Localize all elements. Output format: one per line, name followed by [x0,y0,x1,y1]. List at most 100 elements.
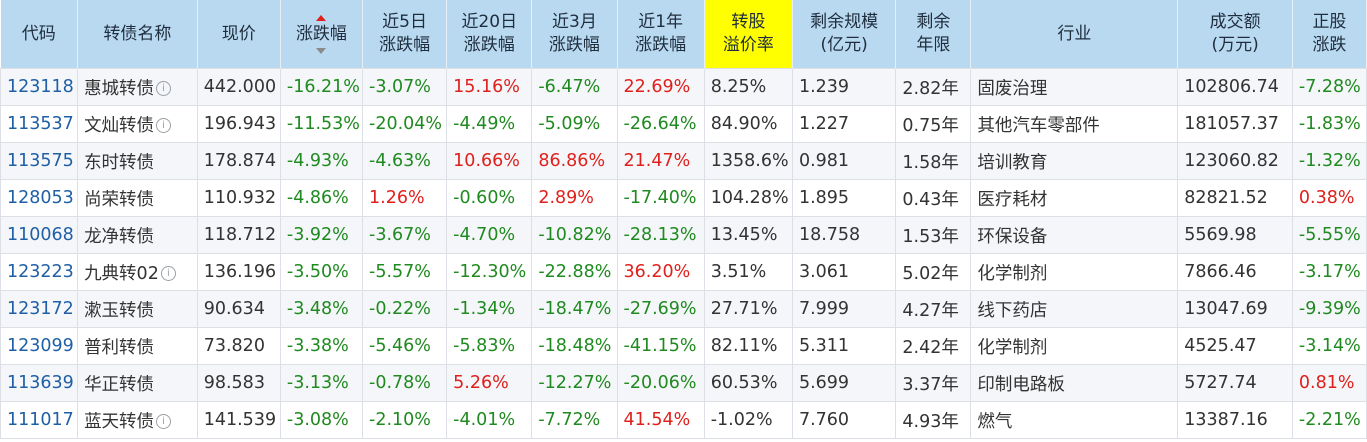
cell-code[interactable]: 113575 [0,142,79,180]
info-icon[interactable]: i [156,118,172,133]
term-value: 0.75年 [902,115,959,136]
scale-value: 1.239 [798,77,850,97]
chg3m-value: -6.47% [538,77,601,97]
chg1y-value: -17.40% [623,188,697,208]
scale-value: 5.699 [798,373,850,393]
header-volume[interactable]: 成交额 (万元) [1177,0,1293,69]
header-price[interactable]: 现价 [197,0,281,69]
cell-stock: -5.55% [1291,216,1367,254]
cell-chg20d: -4.70% [446,216,533,254]
chg3m-value: -18.48% [538,336,612,356]
name-value: 龙净转债 [84,226,155,247]
table-row[interactable]: 128053 尚荣转债 110.932 -4.86% 1.26% -0.60% 2.89% -… [0,179,1367,217]
name-value: 文灿转债 [84,115,155,136]
cell-code[interactable]: 123223 [0,253,79,291]
header-name[interactable]: 转债名称 [77,0,198,69]
chg1y-value: -20.06% [623,373,697,393]
cell-chg3m: -7.72% [531,401,618,439]
cell-chg1y: 36.20% [616,253,705,291]
cell-code[interactable]: 113639 [0,364,79,402]
cell-industry: 化学制剂 [970,253,1179,291]
cell-name[interactable]: 蓝天转债 i [77,401,198,439]
info-icon[interactable]: i [156,414,172,429]
volume-value: 123060.82 [1184,151,1279,171]
cell-name[interactable]: 华正转债 [77,364,198,402]
cell-name[interactable]: 尚荣转债 [77,179,198,217]
table-row[interactable]: 113639 华正转债 98.583 -3.13% -0.78% 5.26% -12.27%… [0,364,1367,402]
cell-volume: 82821.52 [1177,179,1293,217]
price-value: 98.583 [203,373,265,393]
cell-name[interactable]: 九典转02 i [77,253,198,291]
industry-value: 化学制剂 [977,263,1048,284]
cell-chg20d: 5.26% [446,364,533,402]
header-term[interactable]: 剩余 年限 [895,0,972,69]
cell-scale: 1.895 [791,179,897,217]
volume-value: 5727.74 [1184,373,1257,393]
sort-indicator: 涨跌幅 [296,14,347,54]
premium-value: 27.71% [710,299,778,319]
cell-scale: 7.999 [791,290,897,328]
chg20d-value: -4.49% [453,114,516,134]
cell-code[interactable]: 110068 [0,216,79,254]
cell-chg5d: -2.10% [362,401,448,439]
cell-name[interactable]: 漱玉转债 [77,290,198,328]
cell-price: 110.932 [196,179,281,217]
volume-value: 102806.74 [1184,77,1279,97]
table-row[interactable]: 110068 龙净转债 118.712 -3.92% -3.67% -4.70% -10.8… [0,216,1367,254]
change-value: -11.53% [286,114,360,134]
info-icon[interactable]: i [156,81,172,96]
industry-value: 化学制剂 [977,337,1048,358]
info-icon[interactable]: i [160,266,176,281]
cell-chg1y: -26.64% [616,105,705,143]
cell-name[interactable]: 文灿转债 i [77,105,198,143]
cell-change: -3.38% [279,327,364,365]
term-value: 0.43年 [902,189,959,210]
cell-code[interactable]: 123172 [0,290,79,328]
cell-premium: 27.71% [703,290,793,328]
header-scale[interactable]: 剩余规模 (亿元) [792,0,897,69]
chg5d-value: -4.63% [369,151,431,171]
header-chg20d[interactable]: 近20日 涨跌幅 [446,0,533,69]
header-stock[interactable]: 正股 涨跌 [1292,0,1367,69]
name-value: 蓝天转债 [84,411,155,432]
stock-value: -3.17% [1298,262,1361,282]
volume-value: 181057.37 [1184,114,1279,134]
header-chg5d[interactable]: 近5日 涨跌幅 [362,0,448,69]
chg3m-value: -18.47% [538,299,612,319]
price-value: 141.539 [203,410,277,430]
chg1y-value: 22.69% [623,77,691,97]
header-premium[interactable]: 转股 溢价率 [704,0,793,69]
chg1y-value: -41.15% [623,336,697,356]
cell-chg5d: -0.78% [362,364,448,402]
table-row[interactable]: 123118 惠城转债 i 442.000 -16.21% -3.07% 15.16% -6.… [0,68,1367,106]
cell-code[interactable]: 128053 [0,179,79,217]
table-row[interactable]: 113537 文灿转债 i 196.943 -11.53% -20.04% -4.49% -5… [0,105,1367,143]
chg5d-value: -5.57% [369,262,431,282]
cell-name[interactable]: 普利转债 [77,327,198,365]
cell-name[interactable]: 惠城转债 i [77,68,198,106]
header-code[interactable]: 代码 [0,0,79,69]
header-chg1y[interactable]: 近1年 涨跌幅 [617,0,705,69]
cell-chg3m: -10.82% [531,216,618,254]
chg20d-value: -4.01% [453,410,516,430]
header-industry[interactable]: 行业 [970,0,1179,69]
cell-code[interactable]: 111017 [0,401,79,439]
header-change[interactable]: 涨跌幅 [280,0,364,69]
header-chg3m[interactable]: 近3月 涨跌幅 [531,0,618,69]
cell-code[interactable]: 123118 [0,68,79,106]
cell-chg5d: -0.22% [362,290,448,328]
name-value: 尚荣转债 [84,189,155,210]
table-row[interactable]: 123223 九典转02 i 136.196 -3.50% -5.57% -12.30% -2… [0,253,1367,291]
cell-code[interactable]: 113537 [0,105,79,143]
cell-name[interactable]: 龙净转债 [77,216,198,254]
cell-code[interactable]: 123099 [0,327,79,365]
scale-value: 18.758 [798,225,861,245]
cell-name[interactable]: 东时转债 [77,142,198,180]
table-row[interactable]: 123099 普利转债 73.820 -3.38% -5.46% -5.83% -18.48… [0,327,1367,365]
code-value: 128053 [7,188,74,208]
table-row[interactable]: 113575 东时转债 178.874 -4.93% -4.63% 10.66% 86.86… [0,142,1367,180]
table-row[interactable]: 111017 蓝天转债 i 141.539 -3.08% -2.10% -4.01% -7.7… [0,401,1367,439]
table-row[interactable]: 123172 漱玉转债 90.634 -3.48% -0.22% -1.34% -18.47… [0,290,1367,328]
cell-industry: 其他汽车零部件 [970,105,1179,143]
cell-chg20d: -0.60% [446,179,533,217]
